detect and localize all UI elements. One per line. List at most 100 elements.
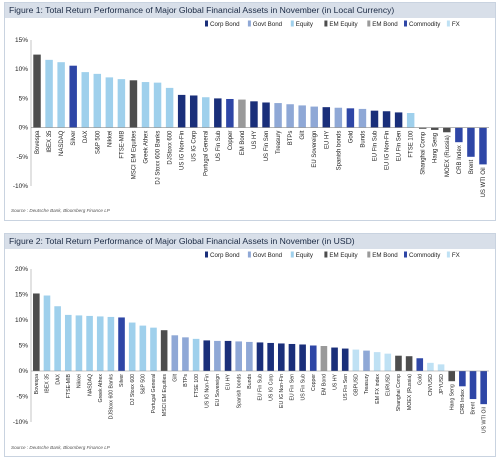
category-label-djstoxx-600-banks: DJStoxx 600 Banks: [109, 374, 115, 420]
y-tick-label: 5%: [19, 95, 29, 102]
bar-moex-russia: [405, 356, 413, 371]
bar-em-bond: [238, 99, 246, 128]
category-label-crb-index: CRB Index: [460, 389, 466, 414]
category-label-eu-fin-sub: EU Fin Sub: [372, 130, 378, 161]
category-label-gbpusd: GBPUSD: [354, 374, 360, 396]
bar-em-bond: [320, 346, 328, 371]
legend-label-equity: Equity: [296, 21, 314, 28]
bar-shanghai-comp: [418, 127, 427, 129]
legend-label-em-equity: EM Equity: [329, 21, 358, 28]
y-tick-label: 15%: [15, 37, 28, 44]
category-label-us-fin-sub: US Fin Sub: [216, 130, 222, 161]
bar-treasury: [274, 103, 282, 128]
category-label-ftse-mib: FTSE-MIB: [119, 131, 125, 159]
category-label-eu-sovereign: EU Sovereign: [215, 374, 221, 406]
bar-silver: [69, 65, 77, 128]
y-tick-label: 10%: [15, 66, 28, 73]
category-label-em-bond: EM Bond: [322, 374, 328, 395]
category-label-crb-index: CRB Index: [457, 145, 463, 174]
bar-us-fin-sub: [299, 344, 306, 371]
bar-silver: [118, 317, 125, 371]
category-label-eu-sovereign: EU Sovereign: [312, 131, 318, 168]
category-label-cnyusd: CNYUSD: [428, 374, 434, 396]
category-label-portugal-general: Portugal General: [151, 374, 157, 413]
bar-nasdaq: [86, 315, 93, 371]
bar-btps: [182, 337, 189, 371]
category-label-us-hy: US HY: [252, 131, 258, 149]
category-label-msci-em-equities: MSCI EM Equities: [162, 374, 168, 416]
category-label-copper: Copper: [311, 374, 317, 391]
bar-nikkei: [75, 315, 83, 371]
bar-em-fx-index: [373, 352, 381, 371]
legend-swatch-commodity: [404, 251, 407, 258]
bar-portugal-general: [202, 97, 210, 128]
figure-2-source: Source : Deutsche Bank, Bloomberg Financ…: [11, 445, 110, 450]
bar-gold: [346, 108, 355, 128]
figure-1-panel: Figure 1: Total Return Performance of Ma…: [4, 2, 496, 221]
bar-ftse-100: [192, 338, 200, 371]
category-label-dax: DAX: [55, 373, 61, 384]
bar-btps: [286, 104, 294, 128]
bar-bovespa: [33, 54, 41, 128]
figure-1-chart: Corp Bond Govt Bond Equity EM Equity EM Bond…: [13, 20, 489, 197]
bar-greek-athex: [96, 316, 104, 371]
legend-swatch-fx: [446, 20, 450, 27]
bar-brent: [469, 371, 477, 400]
bar-shanghai-comp: [395, 355, 402, 371]
category-label-em-fx-index: EM FX index: [375, 374, 381, 404]
legend-label-em-bond: EM Bond: [372, 252, 398, 259]
legend-label-equity: Equity: [296, 252, 314, 259]
category-label-gold: Gold: [348, 131, 354, 144]
bar-gilt: [298, 105, 306, 128]
bar-djstoxx-600-banks: [107, 316, 115, 371]
bar-dj-stoxx-600: [128, 322, 136, 371]
y-tick-label: 0%: [19, 368, 29, 375]
legend-label-em-bond: EM Bond: [372, 21, 398, 28]
category-label-brent: Brent: [469, 159, 475, 174]
bar-spanish-bonds: [235, 341, 242, 371]
bar-portugal-general: [150, 327, 157, 371]
category-label-bunds: Bunds: [247, 374, 253, 389]
category-label-eu-fin-sub: EU Fin Sub: [258, 374, 264, 401]
category-label-moex-russia: MOEX (Russia): [445, 135, 451, 177]
bar-us-fin-sub: [214, 98, 222, 128]
bar-ibex-35: [45, 59, 53, 128]
bar-crb-index: [459, 371, 466, 387]
category-label-us-ig-non-fin: US IG Non-Fin: [204, 374, 210, 408]
category-label-hang-seng: Hang Seng: [433, 133, 439, 163]
bar-ftse-100: [406, 113, 415, 128]
category-label-shanghai-comp: Shanghai Comp: [421, 131, 427, 175]
figure-1-title: Figure 1: Total Return Performance of Ma…: [5, 3, 495, 18]
y-tick-label: -5%: [16, 154, 28, 161]
legend-swatch-govt-bond: [247, 251, 251, 258]
figure-2-chart: Corp Bond Govt Bond Equity EM Equity EM Bond…: [13, 251, 489, 433]
y-tick-label: -10%: [13, 183, 28, 190]
bar-brent: [467, 127, 475, 157]
category-label-bunds: Bunds: [360, 131, 366, 148]
bar-gbpusd: [352, 349, 360, 371]
category-label-dj-stoxx-600: DJ Stoxx 600: [130, 374, 136, 405]
bar-us-ig-corp: [267, 342, 274, 371]
bar-eu-fin-sen: [394, 112, 403, 128]
bar-treasury: [363, 350, 370, 371]
category-label-eurusd: EURUSD: [386, 374, 392, 396]
bar-nasdaq: [57, 62, 65, 128]
bar-eurusd: [384, 353, 392, 371]
category-label-us-ig-non-fin: US IG Non-Fin: [180, 131, 186, 170]
category-label-ftse-100: FTSE 100: [194, 374, 200, 397]
category-label-silver: Silver: [119, 374, 125, 387]
category-label-eu-fin-sen: EU Fin Sen: [397, 131, 403, 162]
category-label-nasdaq: NASDAQ: [59, 130, 65, 156]
bar-us-fin-sen: [262, 102, 270, 128]
category-label-gold: Gold: [417, 374, 423, 385]
y-tick-label: 0%: [19, 125, 29, 132]
category-label-eu-ig-non-fin: EU IG Non-Fin: [279, 374, 285, 408]
legend-label-govt-bond: Govt Bond: [253, 21, 283, 28]
category-label-dj-stoxx-600-banks: DJ Stoxx 600 Banks: [156, 131, 162, 185]
category-label-silver: Silver: [71, 131, 77, 146]
category-label-eu-fin-sen: EU Fin Sen: [290, 374, 296, 401]
bar-eu-sovereign: [310, 106, 318, 128]
legend-label-em-equity: EM Equity: [329, 252, 358, 259]
category-label-greek-athex: Greek Athex: [98, 374, 104, 403]
legend-label-commodity: Commodity: [409, 252, 441, 259]
